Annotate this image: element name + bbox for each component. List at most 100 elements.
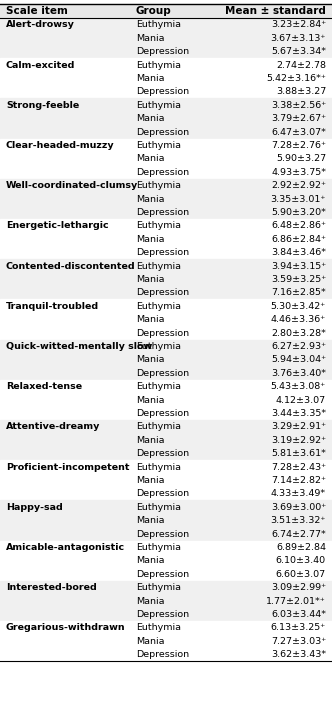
Bar [0, 259, 332, 272]
Bar [0, 18, 332, 31]
Text: 5.43±3.08⁺: 5.43±3.08⁺ [271, 383, 326, 391]
Text: Euthymia: Euthymia [136, 20, 181, 30]
Bar [0, 205, 332, 219]
Text: 7.27±3.03⁺: 7.27±3.03⁺ [271, 637, 326, 646]
Text: Gregarious-withdrawn: Gregarious-withdrawn [6, 624, 125, 632]
Text: 4.33±3.49*: 4.33±3.49* [271, 489, 326, 499]
Text: 3.35±3.01⁺: 3.35±3.01⁺ [271, 195, 326, 204]
Text: 2.74±2.78: 2.74±2.78 [276, 61, 326, 70]
Bar [0, 446, 332, 460]
Text: 3.94±3.15⁺: 3.94±3.15⁺ [271, 261, 326, 271]
Bar [0, 125, 332, 139]
Text: 6.03±3.44*: 6.03±3.44* [271, 610, 326, 619]
Text: 6.74±2.77*: 6.74±2.77* [271, 530, 326, 539]
Text: 7.16±2.85*: 7.16±2.85* [271, 288, 326, 298]
Bar [0, 246, 332, 259]
Text: Group: Group [136, 7, 172, 16]
Text: Scale item: Scale item [6, 7, 68, 16]
Bar [0, 635, 332, 648]
Text: Depression: Depression [136, 329, 189, 338]
Text: Depression: Depression [136, 248, 189, 257]
Text: 3.88±3.27: 3.88±3.27 [276, 87, 326, 97]
Bar [0, 326, 332, 340]
Text: 3.67±3.13⁺: 3.67±3.13⁺ [271, 34, 326, 43]
Text: Mean ± standard: Mean ± standard [225, 7, 326, 16]
Text: Euthymia: Euthymia [136, 423, 181, 431]
Text: 6.47±3.07*: 6.47±3.07* [271, 128, 326, 136]
Bar [0, 45, 332, 58]
Text: 5.42±3.16*⁺: 5.42±3.16*⁺ [266, 74, 326, 83]
Text: Well-coordinated-clumsy: Well-coordinated-clumsy [6, 182, 138, 190]
Text: Mania: Mania [136, 34, 164, 43]
Text: 2.80±3.28*: 2.80±3.28* [271, 329, 326, 338]
Bar [0, 527, 332, 541]
Text: Euthymia: Euthymia [136, 61, 181, 70]
Text: Contented-discontented: Contented-discontented [6, 261, 136, 271]
Text: Depression: Depression [136, 128, 189, 136]
Text: Depression: Depression [136, 409, 189, 418]
Text: 3.09±2.99⁺: 3.09±2.99⁺ [271, 583, 326, 592]
Bar [0, 99, 332, 112]
Text: Euthymia: Euthymia [136, 624, 181, 632]
Text: Mania: Mania [136, 516, 164, 526]
Text: 3.76±3.40*: 3.76±3.40* [271, 369, 326, 378]
Text: Calm-excited: Calm-excited [6, 61, 75, 70]
Bar [0, 192, 332, 205]
Text: Euthymia: Euthymia [136, 342, 181, 351]
Bar [0, 473, 332, 487]
Text: Mania: Mania [136, 597, 164, 605]
Text: 7.28±2.43⁺: 7.28±2.43⁺ [271, 462, 326, 472]
Text: 5.30±3.42⁺: 5.30±3.42⁺ [271, 302, 326, 311]
Text: 4.46±3.36⁺: 4.46±3.36⁺ [271, 315, 326, 325]
Text: 5.81±3.61*: 5.81±3.61* [271, 449, 326, 458]
Text: Mania: Mania [136, 74, 164, 83]
Text: Euthymia: Euthymia [136, 101, 181, 110]
Bar [0, 393, 332, 407]
Text: Mania: Mania [136, 114, 164, 123]
Text: Tranquil-troubled: Tranquil-troubled [6, 302, 99, 311]
Text: Mania: Mania [136, 396, 164, 404]
Text: Mania: Mania [136, 195, 164, 204]
Bar [0, 219, 332, 232]
Text: Mania: Mania [136, 476, 164, 485]
Text: Euthymia: Euthymia [136, 182, 181, 190]
Text: 4.93±3.75*: 4.93±3.75* [271, 168, 326, 177]
Text: 3.79±2.67⁺: 3.79±2.67⁺ [271, 114, 326, 123]
Text: 4.12±3.07: 4.12±3.07 [276, 396, 326, 404]
Text: Relaxed-tense: Relaxed-tense [6, 383, 82, 391]
Text: 3.62±3.43*: 3.62±3.43* [271, 650, 326, 659]
Bar [0, 166, 332, 179]
Text: Euthymia: Euthymia [136, 543, 181, 552]
Text: Depression: Depression [136, 650, 189, 659]
Text: 6.86±2.84⁺: 6.86±2.84⁺ [271, 235, 326, 244]
Text: Quick-witted-mentally slow: Quick-witted-mentally slow [6, 342, 152, 351]
Text: Depression: Depression [136, 47, 189, 57]
Bar [0, 139, 332, 152]
Text: 6.27±2.93⁺: 6.27±2.93⁺ [271, 342, 326, 351]
Text: Amicable-antagonistic: Amicable-antagonistic [6, 543, 125, 552]
Text: 3.69±3.00⁺: 3.69±3.00⁺ [271, 503, 326, 512]
Bar [0, 353, 332, 367]
Text: 3.84±3.46*: 3.84±3.46* [271, 248, 326, 257]
Bar [0, 541, 332, 554]
Bar [0, 179, 332, 192]
Text: 6.48±2.86⁺: 6.48±2.86⁺ [271, 221, 326, 230]
Text: 3.23±2.84⁺: 3.23±2.84⁺ [271, 20, 326, 30]
Text: 1.77±2.01*⁺: 1.77±2.01*⁺ [266, 597, 326, 605]
Text: 7.14±2.82⁺: 7.14±2.82⁺ [271, 476, 326, 485]
Bar [0, 500, 332, 514]
Bar [0, 487, 332, 500]
Bar [0, 152, 332, 166]
Text: Mania: Mania [136, 275, 164, 284]
Bar [0, 407, 332, 420]
Bar [0, 380, 332, 393]
Text: Mania: Mania [136, 436, 164, 445]
Text: Euthymia: Euthymia [136, 261, 181, 271]
Text: Mania: Mania [136, 235, 164, 244]
Text: Interested-bored: Interested-bored [6, 583, 97, 592]
Text: Euthymia: Euthymia [136, 503, 181, 512]
Text: Euthymia: Euthymia [136, 583, 181, 592]
Text: 7.28±2.76⁺: 7.28±2.76⁺ [271, 141, 326, 150]
Bar [0, 272, 332, 286]
Text: 6.10±3.40: 6.10±3.40 [276, 556, 326, 566]
